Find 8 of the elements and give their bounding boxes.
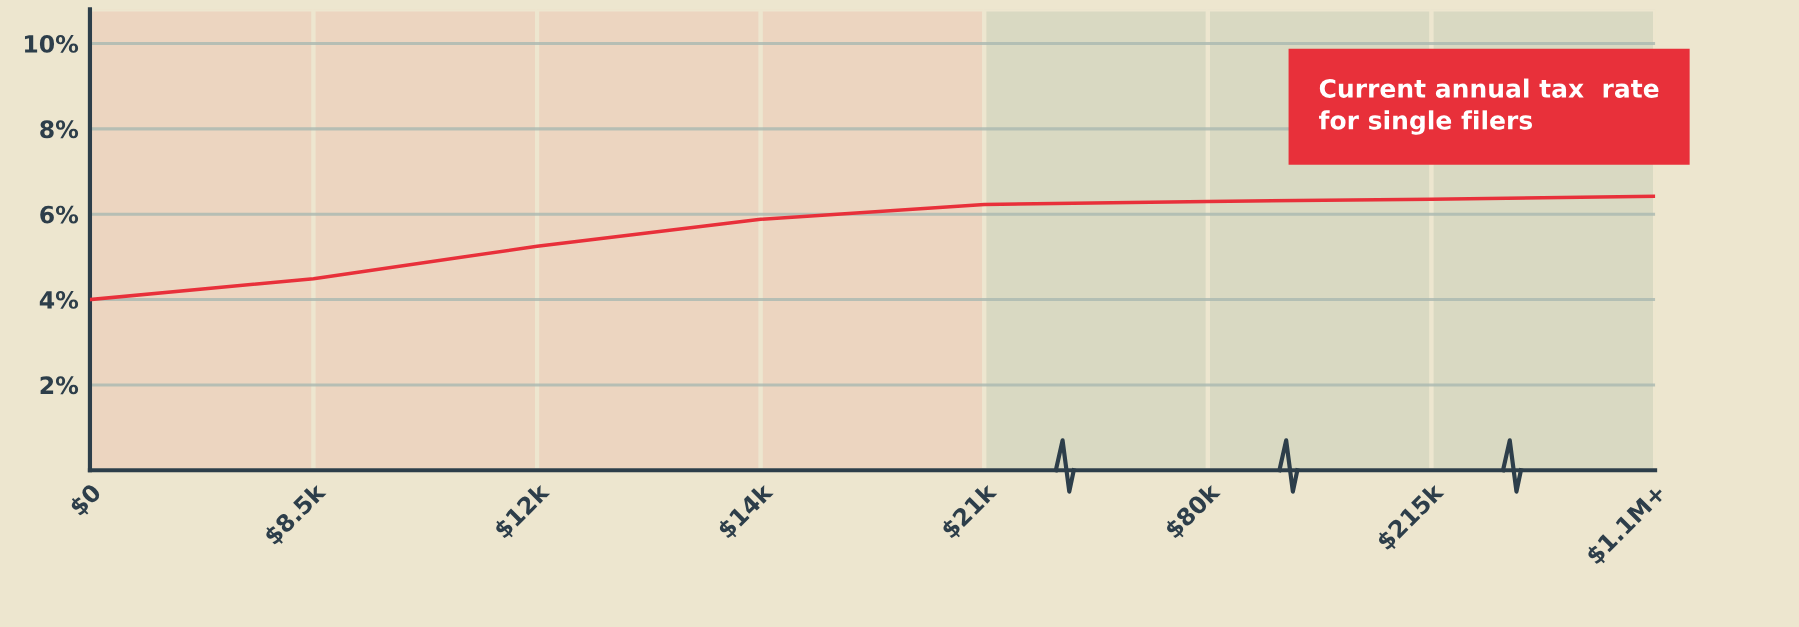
y-tick-label: 6% <box>40 205 79 224</box>
y-tick-label: 2% <box>40 376 79 395</box>
x-tick-label: $0 <box>68 482 105 519</box>
annotation: Current annual tax rate for single filers <box>1319 78 1659 135</box>
y-tick-label: 4% <box>39 291 79 309</box>
line-series <box>89 194 1656 302</box>
y-tick-label: 8% <box>40 120 79 139</box>
y-tick-label: 10% <box>24 34 79 53</box>
